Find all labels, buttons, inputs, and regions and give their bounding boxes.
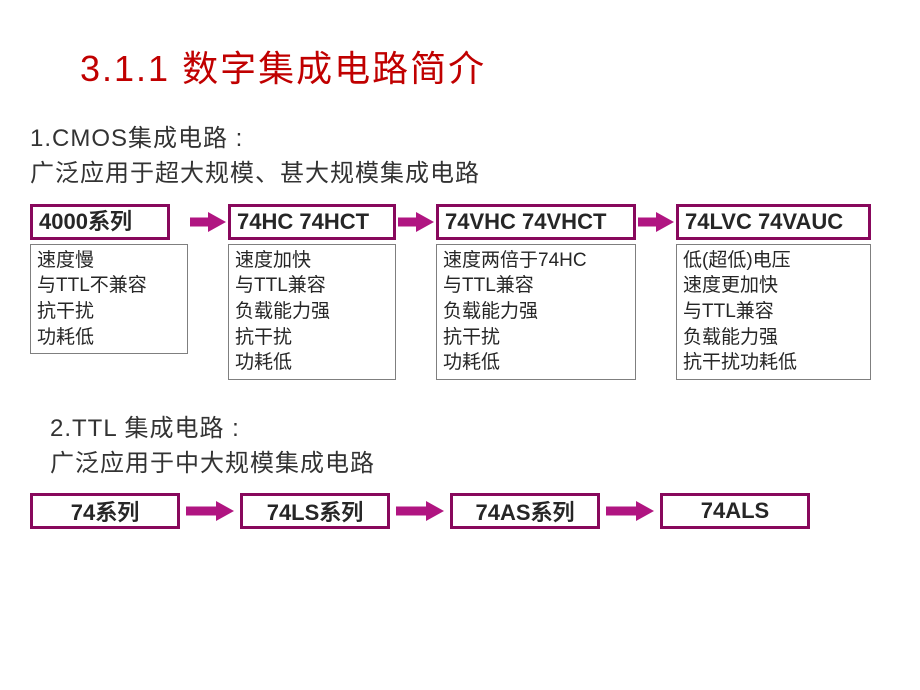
arrow-icon [180,501,240,521]
series-header: 74VHC 74VHCT [436,204,636,240]
series-desc: 低(超低)电压 速度更加快 与TTL兼容 负载能力强 抗干扰功耗低 [676,244,871,380]
arrow-icon [188,204,228,240]
cmos-group: 74VHC 74VHCT 速度两倍于74HC 与TTL兼容 负载能力强 抗干扰 功… [436,204,636,380]
series-header: 74HC 74HCT [228,204,396,240]
series-desc: 速度两倍于74HC 与TTL兼容 负载能力强 抗干扰 功耗低 [436,244,636,380]
arrow-icon [396,204,436,240]
ttl-series-box: 74ALS [660,493,810,529]
arrow-icon [390,501,450,521]
section2-line1: 2.TTL 集成电路 : [50,415,240,442]
section1-line1: 1.CMOS集成电路 : [30,125,243,152]
section1-heading: 1.CMOS集成电路 : 广泛应用于超大规模、甚大规模集成电路 [30,122,880,192]
slide-title: 3.1.1 数字集成电路简介 [80,40,880,92]
series-header: 4000系列 [30,204,170,240]
section-cmos: 1.CMOS集成电路 : 广泛应用于超大规模、甚大规模集成电路 4000系列速度… [30,122,880,380]
slide: 3.1.1 数字集成电路简介 1.CMOS集成电路 : 广泛应用于超大规模、甚大… [0,0,920,690]
series-header: 74LVC 74VAUC [676,204,871,240]
ttl-flow-row: 74系列 74LS系列 74AS系列 74ALS [30,493,880,529]
arrow-icon [600,501,660,521]
section2-line2: 广泛应用于中大规模集成电路 [50,450,375,477]
cmos-group: 74HC 74HCT 速度加快 与TTL兼容 负载能力强 抗干扰 功耗低 [228,204,396,380]
cmos-group: 4000系列速度慢 与TTL不兼容 抗干扰 功耗低 [30,204,188,355]
ttl-series-box: 74LS系列 [240,493,390,529]
section-ttl: 2.TTL 集成电路 : 广泛应用于中大规模集成电路 74系列 74LS系列 7… [40,412,880,530]
series-desc: 速度加快 与TTL兼容 负载能力强 抗干扰 功耗低 [228,244,396,380]
section1-line2: 广泛应用于超大规模、甚大规模集成电路 [30,160,480,187]
arrow-icon [636,204,676,240]
ttl-series-box: 74系列 [30,493,180,529]
section2-heading: 2.TTL 集成电路 : 广泛应用于中大规模集成电路 [50,412,880,482]
ttl-series-box: 74AS系列 [450,493,600,529]
cmos-flow-row: 4000系列速度慢 与TTL不兼容 抗干扰 功耗低 74HC 74HCT 速度加快… [30,204,880,380]
cmos-group: 74LVC 74VAUC 低(超低)电压 速度更加快 与TTL兼容 负载能力强 抗… [676,204,871,380]
series-desc: 速度慢 与TTL不兼容 抗干扰 功耗低 [30,244,188,355]
